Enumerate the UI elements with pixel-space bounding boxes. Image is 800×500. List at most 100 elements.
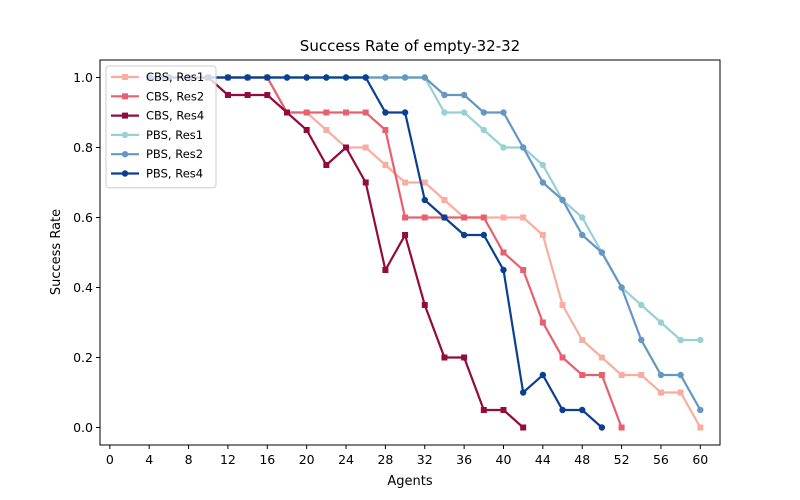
legend: CBS, Res1 CBS, Res2 CBS, Res4 PBS, Res1 PBS,… bbox=[105, 65, 217, 189]
data-point bbox=[520, 214, 527, 221]
x-axis-title: Agents bbox=[387, 474, 432, 489]
data-point bbox=[244, 74, 251, 81]
data-point bbox=[283, 109, 290, 116]
legend-label: PBS, Res4 bbox=[146, 167, 203, 181]
data-point bbox=[500, 266, 507, 274]
x-tick-label: 32 bbox=[417, 452, 433, 467]
data-point bbox=[539, 319, 546, 326]
x-tick-label: 12 bbox=[220, 452, 236, 467]
y-tick-label: 0.2 bbox=[73, 350, 93, 365]
legend-item: PBS, Res2 bbox=[111, 147, 203, 161]
data-point bbox=[323, 127, 330, 133]
data-point bbox=[697, 336, 704, 344]
y-axis-title: Success Rate bbox=[49, 209, 64, 295]
data-point bbox=[480, 231, 488, 239]
data-point bbox=[598, 372, 605, 378]
data-point bbox=[402, 232, 409, 238]
data-point bbox=[579, 372, 586, 378]
legend-item: CBS, Res4 bbox=[111, 109, 204, 123]
data-point bbox=[303, 127, 310, 133]
data-point bbox=[441, 214, 448, 221]
legend-label: CBS, Res4 bbox=[146, 109, 204, 123]
data-point bbox=[539, 232, 546, 238]
data-point bbox=[461, 354, 468, 361]
data-point bbox=[362, 179, 369, 186]
data-point bbox=[500, 249, 507, 256]
legend-item: PBS, Res1 bbox=[111, 128, 203, 142]
data-point bbox=[500, 144, 507, 151]
data-point bbox=[500, 407, 507, 413]
data-point bbox=[500, 109, 507, 116]
legend-label: CBS, Res2 bbox=[146, 89, 204, 103]
legend-label: PBS, Res1 bbox=[146, 128, 203, 142]
y-tick-label: 0.6 bbox=[73, 210, 93, 225]
plot-area-frame bbox=[99, 59, 721, 446]
data-point bbox=[264, 92, 271, 98]
data-point bbox=[500, 214, 507, 221]
data-point bbox=[224, 74, 232, 81]
y-tick-label: 0.8 bbox=[73, 140, 93, 155]
data-point bbox=[480, 214, 487, 221]
data-point bbox=[480, 109, 488, 116]
legend-swatch-marker bbox=[121, 151, 129, 158]
x-tick-label: 36 bbox=[456, 452, 472, 467]
y-tick-label: 0.0 bbox=[73, 420, 93, 435]
data-point bbox=[539, 371, 547, 379]
y-tick-label: 1.0 bbox=[73, 70, 93, 85]
legend-item: CBS, Res2 bbox=[111, 89, 204, 103]
data-point bbox=[539, 179, 547, 186]
data-point bbox=[677, 371, 684, 379]
legend-label: CBS, Res1 bbox=[146, 70, 204, 84]
data-point bbox=[460, 91, 468, 99]
legend-item: CBS, Res1 bbox=[111, 70, 204, 84]
data-point bbox=[224, 92, 231, 98]
y-tick-label: 0.4 bbox=[73, 280, 93, 295]
data-point bbox=[480, 407, 487, 413]
data-point bbox=[598, 354, 605, 361]
data-point bbox=[519, 389, 527, 396]
data-point bbox=[421, 214, 428, 221]
data-point bbox=[579, 337, 586, 343]
x-tick-label: 44 bbox=[535, 452, 551, 467]
x-tick-label: 16 bbox=[259, 452, 275, 467]
data-point bbox=[382, 127, 389, 133]
data-point bbox=[402, 214, 409, 221]
data-point bbox=[382, 267, 389, 273]
x-tick-label: 48 bbox=[574, 452, 590, 467]
data-point bbox=[421, 179, 428, 186]
data-point bbox=[441, 109, 448, 116]
series-5 bbox=[146, 74, 606, 431]
data-point bbox=[638, 301, 645, 309]
data-point bbox=[579, 214, 586, 221]
data-point bbox=[460, 109, 468, 116]
data-point bbox=[401, 109, 409, 116]
legend-swatch-marker bbox=[122, 93, 128, 100]
data-point bbox=[559, 354, 566, 361]
data-point bbox=[638, 336, 645, 344]
data-point bbox=[441, 91, 448, 99]
data-point bbox=[559, 406, 566, 414]
data-point bbox=[598, 249, 606, 256]
data-point bbox=[579, 231, 586, 239]
data-point bbox=[382, 109, 389, 116]
x-tick-label: 8 bbox=[185, 452, 193, 467]
data-point bbox=[618, 372, 625, 378]
data-point bbox=[303, 74, 310, 81]
x-tick-label: 56 bbox=[653, 452, 669, 467]
legend-swatch-marker bbox=[122, 112, 128, 119]
data-point bbox=[539, 161, 547, 169]
data-point bbox=[283, 74, 291, 81]
legend-item: PBS, Res4 bbox=[111, 167, 203, 181]
data-point bbox=[421, 196, 428, 204]
x-tick-label: 28 bbox=[377, 452, 393, 467]
data-point bbox=[244, 92, 251, 98]
data-point bbox=[480, 126, 488, 134]
x-tick-label: 60 bbox=[692, 452, 708, 467]
data-point bbox=[362, 74, 369, 81]
data-point bbox=[638, 372, 645, 378]
data-point bbox=[343, 144, 350, 151]
data-point bbox=[697, 406, 704, 414]
data-point bbox=[362, 109, 369, 116]
x-tick-label: 20 bbox=[299, 452, 315, 467]
